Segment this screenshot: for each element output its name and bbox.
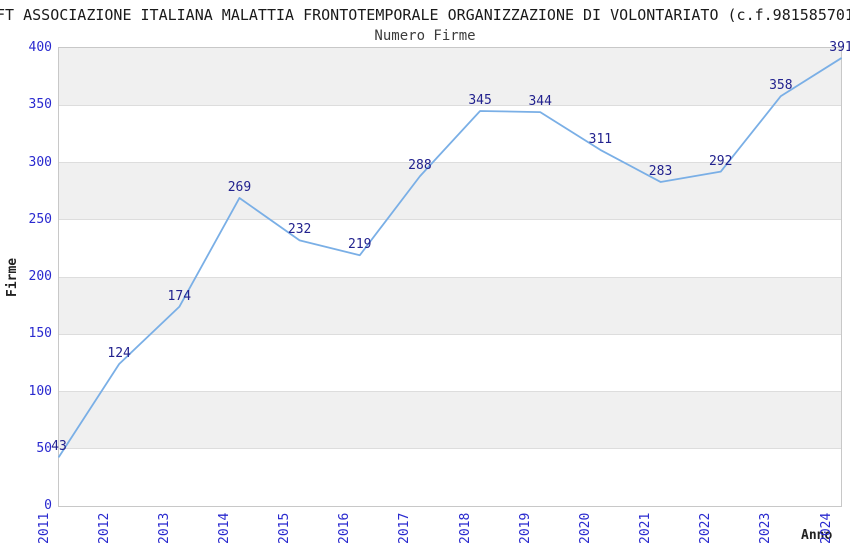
x-tick-label: 2018 [457,512,473,544]
gridline [59,448,841,450]
y-tick-label: 150 [28,326,52,342]
y-tick-label: 250 [28,211,52,227]
plot-area [58,47,842,507]
x-tick-label: 2011 [36,512,52,544]
data-point-label: 345 [468,92,492,108]
x-tick-label: 2012 [96,512,112,544]
x-tick-label: 2021 [638,512,654,544]
y-tick-label: 200 [28,269,52,284]
x-tick-label: 2022 [698,512,714,544]
chart-title: FT ASSOCIAZIONE ITALIANA MALATTIA FRONTO… [0,6,850,24]
data-point-label: 288 [408,158,432,174]
data-point-label: 292 [708,153,733,169]
plot-band [59,277,841,335]
x-axis-title: Anno [801,528,833,543]
y-tick-label: 400 [28,40,52,55]
gridline [59,333,841,335]
x-tick-label: 2017 [397,512,413,544]
y-tick-label: 50 [36,440,52,456]
x-tick-label: 2024 [818,512,834,544]
chart-subtitle: Numero Firme [374,28,476,44]
plot-band [59,391,841,449]
plot-band [59,48,841,106]
x-tick-label: 2020 [577,512,593,544]
data-point-label: 311 [588,131,613,147]
gridline [59,276,841,278]
gridline [59,104,841,106]
data-point-label: 124 [107,346,131,362]
data-point-label: 344 [528,94,552,110]
x-tick-label: 2013 [156,512,172,544]
gridline [59,219,841,221]
data-point-label: 174 [167,288,192,304]
data-point-label: 269 [227,179,252,195]
x-tick-label: 2016 [337,512,353,544]
plot-band [59,162,841,220]
data-point-label: 358 [769,78,793,94]
y-tick-label: 0 [44,498,52,513]
data-point-label: 283 [648,163,673,179]
x-tick-label: 2019 [517,512,533,544]
x-tick-label: 2014 [216,512,232,544]
y-tick-label: 300 [28,154,52,170]
data-point-label: 391 [829,40,850,56]
x-tick-label: 2015 [277,512,293,544]
gridline [59,391,841,392]
y-tick-label: 100 [28,383,52,399]
data-point-label: 219 [348,237,372,253]
data-point-label: 43 [51,438,67,454]
gridline [59,162,841,163]
series-polyline [58,57,842,458]
x-tick-label: 2023 [758,512,774,544]
y-tick-label: 350 [28,97,52,113]
data-point-label: 232 [287,222,312,238]
line-series [58,57,842,458]
